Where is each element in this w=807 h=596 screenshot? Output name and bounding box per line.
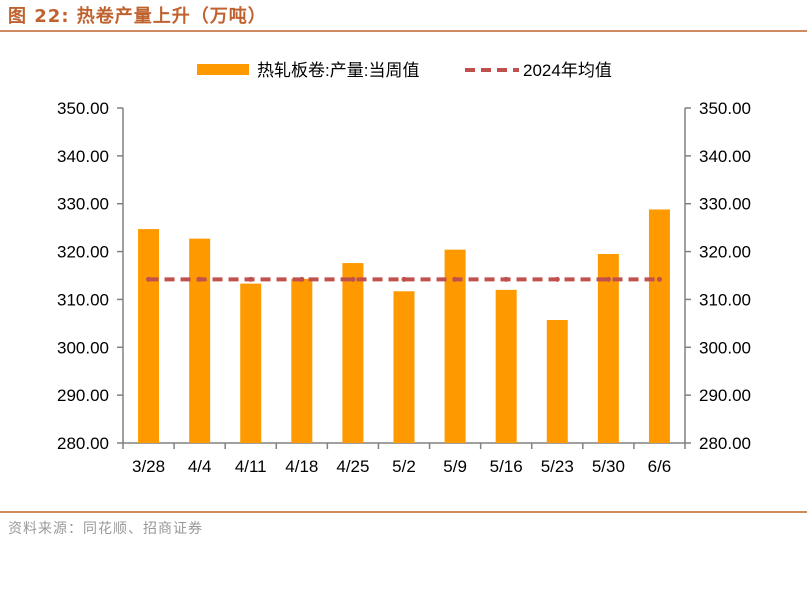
y-tick-label-left: 320.00 [57, 243, 109, 262]
y-tick-label-right: 290.00 [699, 386, 751, 405]
y-tick-label-right: 350.00 [699, 99, 751, 118]
source-note: 资料来源：同花顺、招商证券 [8, 521, 203, 537]
y-tick-label-right: 340.00 [699, 147, 751, 166]
bar-4-11 [240, 283, 262, 443]
y-tick-label-right: 330.00 [699, 195, 751, 214]
average-point [299, 276, 305, 282]
x-tick-label: 5/9 [443, 457, 467, 476]
x-tick-label: 5/2 [392, 457, 416, 476]
average-point [401, 276, 407, 282]
bar-5-9 [444, 249, 466, 443]
bars [138, 209, 670, 443]
y-tick-label-right: 310.00 [699, 290, 751, 309]
legend-bar-label: 热轧板卷:产量:当周值 [257, 61, 419, 80]
y-tick-label-right: 280.00 [699, 434, 751, 453]
average-point [452, 276, 458, 282]
x-tick-label: 6/6 [648, 457, 672, 476]
bar-5-30 [597, 253, 619, 443]
y-tick-label-left: 350.00 [57, 99, 109, 118]
y-tick-label-right: 320.00 [699, 243, 751, 262]
x-tick-label: 5/30 [592, 457, 625, 476]
y-tick-label-left: 310.00 [57, 290, 109, 309]
y-tick-label-right: 300.00 [699, 338, 751, 357]
production-chart: 热轧板卷:产量:当周值 2024年均值 280.00 280.00 290.00 29… [57, 61, 751, 476]
y-tick-label-left: 330.00 [57, 195, 109, 214]
bar-5-16 [495, 289, 517, 443]
title-rule [0, 30, 807, 32]
bar-4-4 [189, 238, 211, 443]
footer-rule [0, 511, 807, 513]
bar-5-23 [546, 320, 568, 443]
x-tick-label: 5/16 [490, 457, 523, 476]
figure-title: 图 22: 热卷产量上升（万吨） [8, 6, 267, 27]
average-point [656, 276, 662, 282]
legend: 热轧板卷:产量:当周值 2024年均值 [197, 61, 612, 80]
y-tick-label-left: 300.00 [57, 338, 109, 357]
x-tick-label: 4/4 [188, 457, 212, 476]
average-line [146, 276, 662, 282]
average-point [350, 276, 356, 282]
legend-bar-swatch [197, 64, 249, 75]
y-tick-label-left: 290.00 [57, 386, 109, 405]
x-tick-label: 4/25 [336, 457, 369, 476]
bar-4-18 [291, 278, 313, 443]
average-point [503, 276, 509, 282]
y-tick-label-left: 280.00 [57, 434, 109, 453]
y-tick-label-left: 340.00 [57, 147, 109, 166]
bar-4-25 [342, 263, 364, 443]
x-tick-label: 4/11 [235, 457, 267, 476]
x-tick-label: 4/18 [285, 457, 318, 476]
average-point [197, 276, 203, 282]
average-point [605, 276, 611, 282]
bar-3-28 [138, 229, 160, 443]
average-point [554, 276, 560, 282]
bar-5-2 [393, 291, 415, 443]
bar-6-6 [648, 209, 670, 443]
x-tick-label: 3/28 [132, 457, 165, 476]
average-point [248, 276, 254, 282]
average-point [146, 276, 152, 282]
legend-avg-label: 2024年均值 [523, 61, 612, 80]
axes: 280.00 280.00 290.00 290.00 300.00 300.00 310.… [57, 99, 751, 476]
x-tick-label: 5/23 [541, 457, 574, 476]
